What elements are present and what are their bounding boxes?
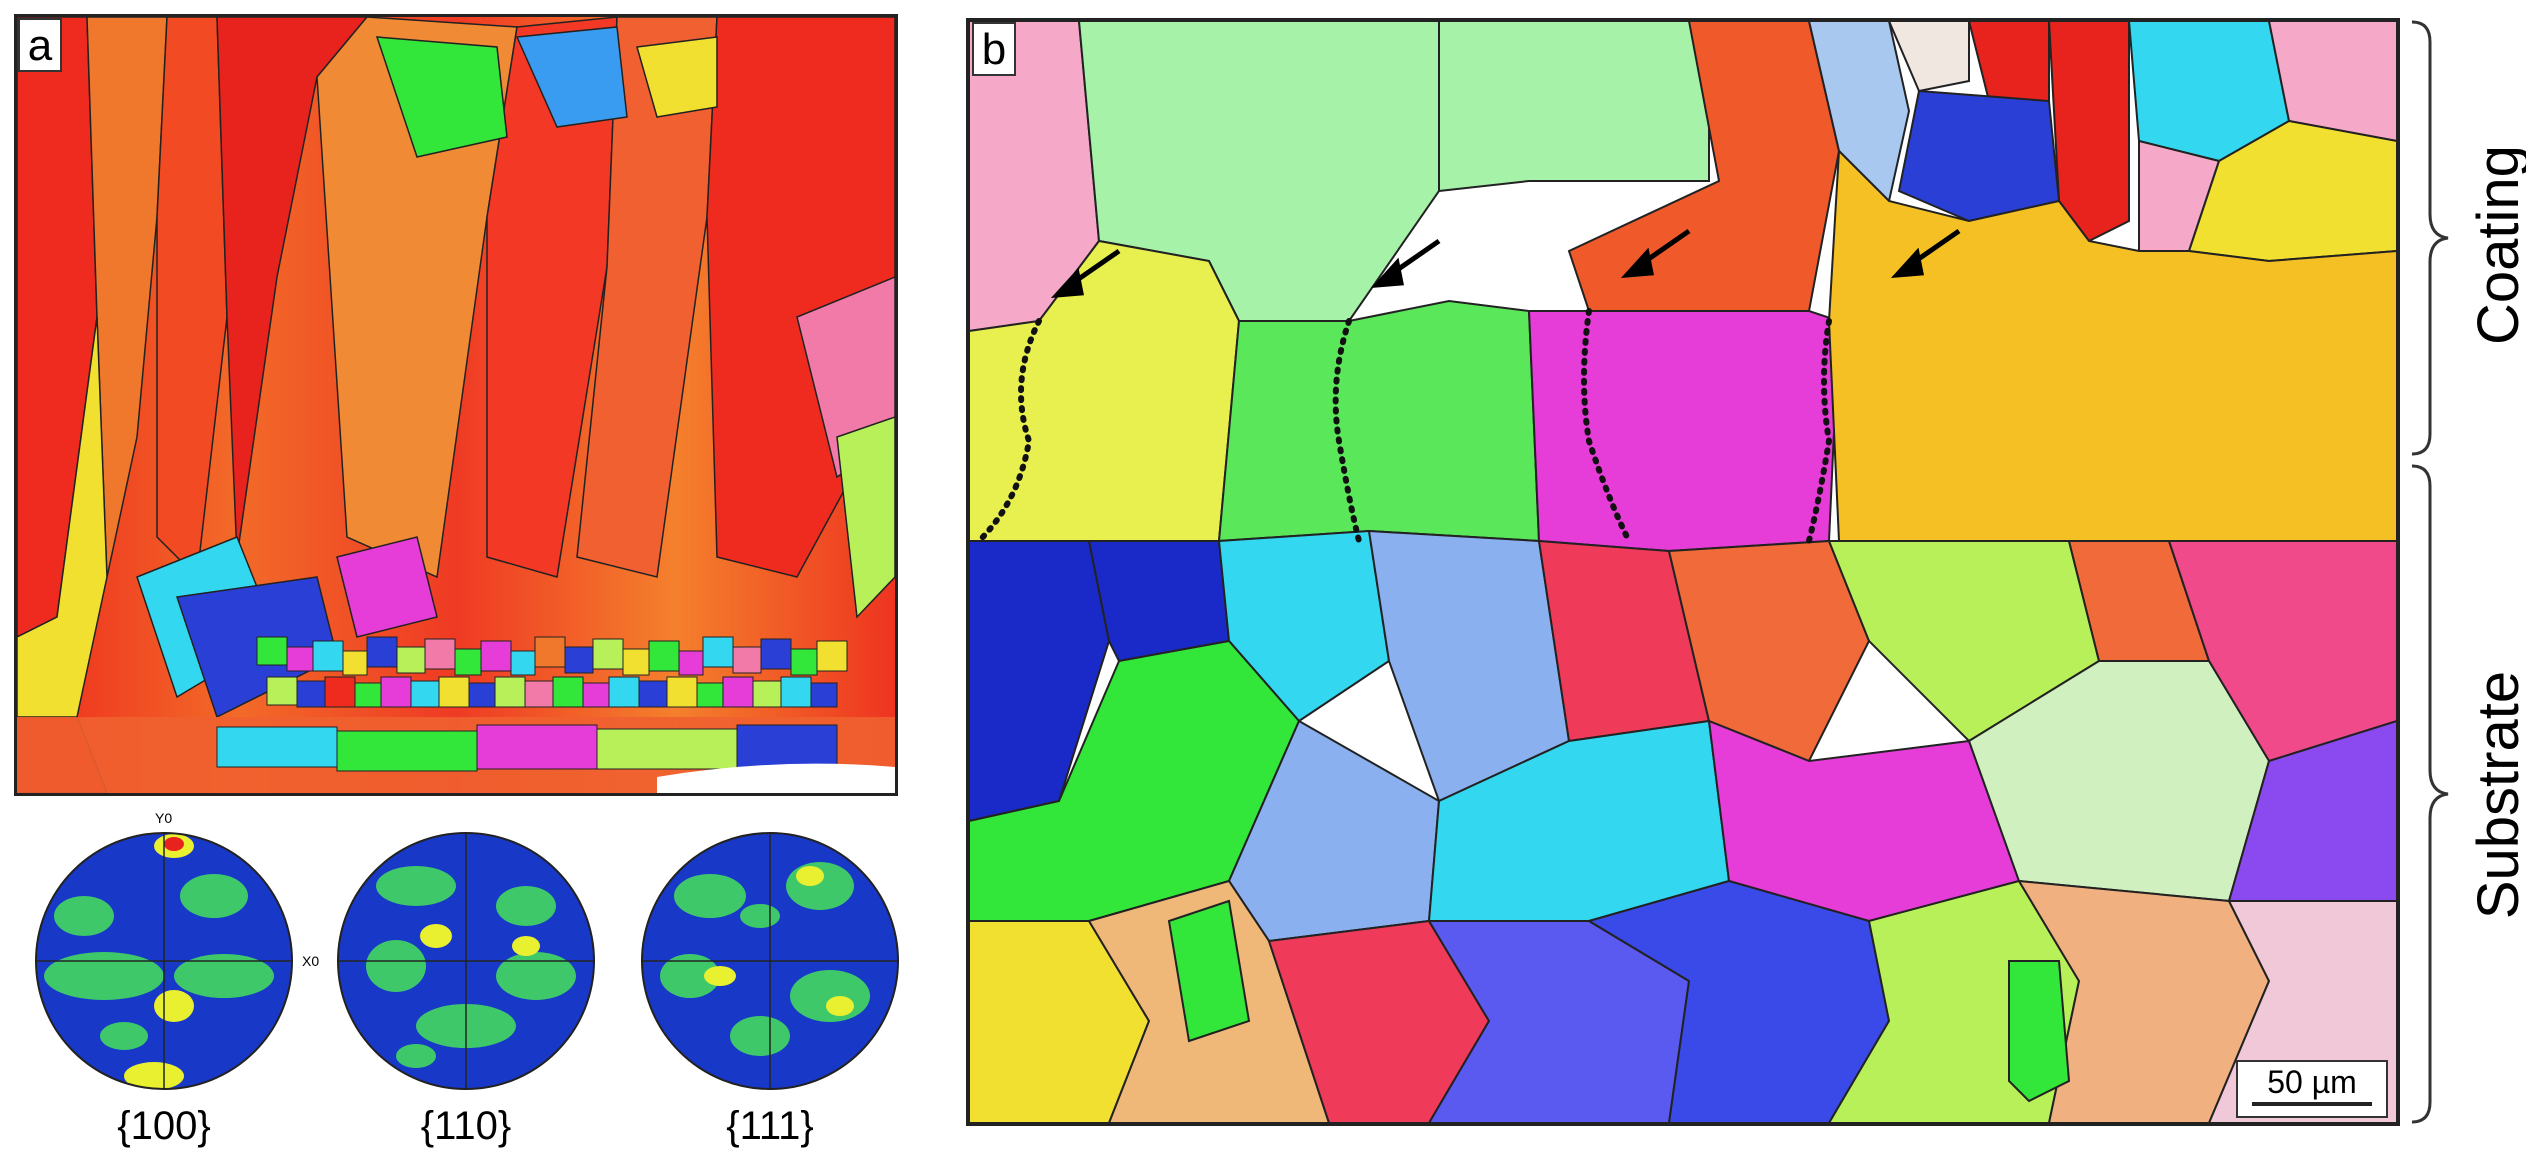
coating-bracket <box>2411 20 2449 456</box>
pole-figure-axis-x: X0 <box>302 953 320 969</box>
scale-bar-label: 50 µm <box>2267 1064 2357 1100</box>
substrate-label: Substrate <box>2466 670 2526 920</box>
pole-figure-110 <box>337 832 595 1090</box>
boundary-arrow-icon <box>1050 228 1961 299</box>
panel-a-ebsd-map <box>14 14 898 796</box>
substrate-bracket <box>2411 464 2449 1124</box>
pole-figure-111 <box>641 832 899 1090</box>
panel-b-grain-map <box>969 21 2397 1123</box>
pole-figure-axis-y: Y0 <box>155 810 173 826</box>
pole-figure-label-110: {110} <box>420 1104 512 1148</box>
scale-bar: 50 µm <box>2236 1060 2388 1118</box>
pole-figure-100 <box>35 832 293 1090</box>
panel-a-grain-map <box>17 17 895 793</box>
panel-b-ebsd-map <box>966 18 2400 1126</box>
panel-b-letter: b <box>972 22 1016 76</box>
coating-label: Coating <box>2466 145 2526 345</box>
panel-a-letter: a <box>18 18 62 72</box>
pole-figure-label-111: {111} <box>726 1104 814 1148</box>
scale-bar-line <box>2252 1102 2372 1106</box>
pole-figure-label-100: {100} <box>117 1104 211 1148</box>
